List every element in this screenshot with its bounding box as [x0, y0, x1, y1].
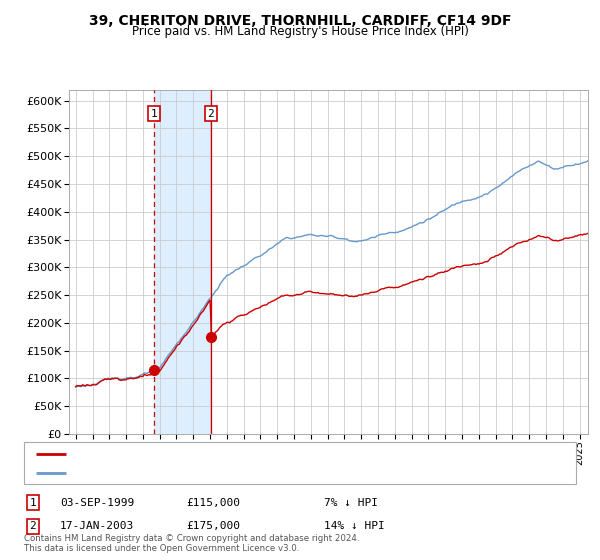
Text: Contains HM Land Registry data © Crown copyright and database right 2024.
This d: Contains HM Land Registry data © Crown c… — [24, 534, 359, 553]
Text: HPI: Average price, detached house, Cardiff: HPI: Average price, detached house, Card… — [75, 468, 303, 478]
Text: 03-SEP-1999: 03-SEP-1999 — [60, 498, 134, 508]
Text: Price paid vs. HM Land Registry's House Price Index (HPI): Price paid vs. HM Land Registry's House … — [131, 25, 469, 38]
Text: 14% ↓ HPI: 14% ↓ HPI — [324, 521, 385, 531]
Text: 1: 1 — [29, 498, 37, 508]
Text: 2: 2 — [208, 109, 214, 119]
Text: £175,000: £175,000 — [186, 521, 240, 531]
Text: 39, CHERITON DRIVE, THORNHILL, CARDIFF, CF14 9DF (detached house): 39, CHERITON DRIVE, THORNHILL, CARDIFF, … — [75, 449, 452, 459]
Text: 7% ↓ HPI: 7% ↓ HPI — [324, 498, 378, 508]
Bar — [154, 90, 211, 434]
Text: 2: 2 — [29, 521, 37, 531]
Text: £115,000: £115,000 — [186, 498, 240, 508]
Text: 39, CHERITON DRIVE, THORNHILL, CARDIFF, CF14 9DF: 39, CHERITON DRIVE, THORNHILL, CARDIFF, … — [89, 14, 511, 28]
Text: 17-JAN-2003: 17-JAN-2003 — [60, 521, 134, 531]
Text: 1: 1 — [151, 109, 158, 119]
